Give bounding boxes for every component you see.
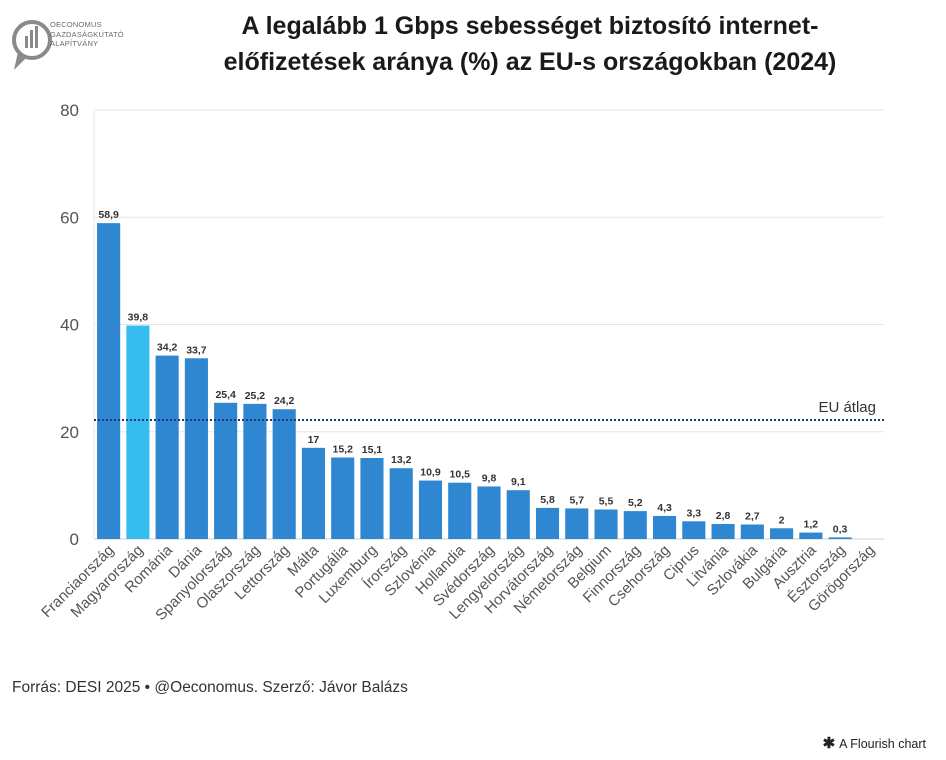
eu-average-line: EU átlag — [94, 399, 884, 421]
value-label: 5,8 — [540, 494, 555, 506]
flourish-credit[interactable]: ✱ A Flourish chart — [822, 735, 926, 752]
value-label: 25,4 — [215, 389, 236, 401]
bar — [770, 528, 794, 539]
value-label: 9,8 — [482, 472, 497, 484]
bar — [535, 507, 560, 539]
logo-icon — [12, 20, 52, 70]
value-label: 15,1 — [362, 444, 383, 456]
y-tick-label: 0 — [70, 530, 79, 549]
bar — [97, 223, 121, 539]
value-label: 5,5 — [599, 496, 614, 508]
x-axis-labels: FranciaországMagyarországRomániaDániaSpa… — [38, 541, 878, 624]
chart-title: A legalább 1 Gbps sebességet biztosító i… — [150, 8, 910, 80]
value-label: 2,7 — [745, 511, 760, 523]
y-tick-label: 80 — [60, 101, 79, 120]
bar — [828, 537, 852, 539]
bar — [506, 490, 530, 539]
value-label: 1,2 — [804, 519, 819, 531]
value-label: 34,2 — [157, 342, 178, 354]
value-label: 17 — [308, 434, 320, 446]
bar — [799, 532, 823, 539]
chart-title-line-2: előfizetések aránya (%) az EU-s országok… — [223, 48, 837, 76]
value-label: 2,8 — [716, 510, 731, 522]
y-tick-label: 40 — [60, 316, 79, 335]
bar — [126, 325, 150, 539]
bar — [331, 457, 355, 539]
logo-line-1: OECONOMUS — [50, 20, 102, 29]
bar — [389, 468, 413, 539]
bar — [565, 508, 589, 539]
value-label: 10,9 — [420, 467, 441, 479]
value-label: 33,7 — [186, 344, 207, 356]
bar — [594, 509, 618, 539]
logo-line-2: GAZDASÁGKUTATÓ — [50, 29, 124, 39]
bar — [301, 447, 326, 539]
chart-title-line-1: A legalább 1 Gbps sebességet biztosító i… — [241, 12, 819, 40]
bar — [214, 402, 238, 539]
bar — [155, 355, 179, 539]
value-label: 9,1 — [511, 476, 526, 488]
value-label: 13,2 — [391, 454, 412, 466]
bar — [740, 524, 764, 539]
eu-average-label: EU átlag — [818, 399, 876, 416]
value-label: 10,5 — [450, 469, 471, 481]
source-note: Forrás: DESI 2025 • @Oeconomus. Szerző: … — [12, 679, 408, 696]
oeconomus-logo: OECONOMUS GAZDASÁGKUTATÓ ALAPÍTVÁNY — [12, 14, 152, 74]
flourish-asterisk-icon: ✱ — [822, 735, 836, 752]
value-label: 25,2 — [245, 390, 266, 402]
bar — [272, 409, 296, 539]
value-label: 5,2 — [628, 497, 643, 509]
value-label: 39,8 — [128, 312, 149, 324]
flourish-credit-label: A Flourish chart — [839, 737, 926, 751]
value-label: 4,3 — [657, 502, 672, 514]
bar — [184, 358, 208, 539]
bar — [652, 515, 677, 539]
value-label: 58,9 — [98, 209, 119, 221]
value-label: 5,7 — [569, 494, 584, 506]
logo-line-3: ALAPÍTVÁNY — [50, 39, 99, 48]
value-label: 24,2 — [274, 395, 295, 407]
value-label: 3,3 — [687, 507, 702, 519]
y-tick-label: 20 — [60, 423, 79, 442]
value-label: 15,2 — [332, 443, 353, 455]
value-label: 0,3 — [833, 523, 848, 535]
bar — [418, 480, 443, 539]
bar — [243, 403, 267, 539]
bars — [97, 223, 852, 539]
bar — [360, 458, 384, 539]
bar — [477, 486, 501, 539]
bar — [448, 482, 472, 539]
bar — [623, 511, 647, 539]
value-label: 2 — [779, 514, 785, 526]
y-axis-ticks: 0 20 40 60 80 — [60, 101, 79, 549]
bar — [711, 523, 735, 539]
bar — [682, 521, 706, 539]
y-tick-label: 60 — [60, 208, 79, 227]
